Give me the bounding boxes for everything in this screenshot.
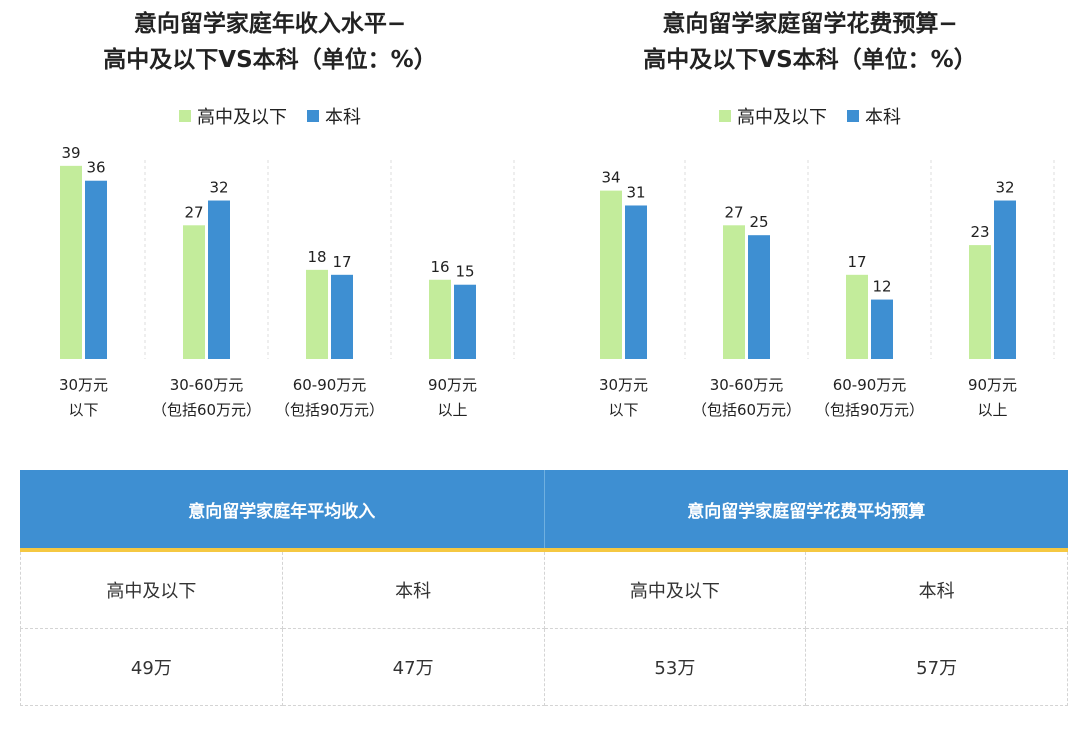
bar-series-a bbox=[429, 279, 451, 359]
legend-item-series-b: 本科 bbox=[847, 103, 901, 129]
legend-swatch-series-b bbox=[307, 110, 319, 122]
bar-series-a bbox=[60, 165, 82, 359]
x-tick-label: （包括90万元） bbox=[275, 401, 384, 419]
bar-series-a bbox=[306, 269, 328, 359]
x-tick-label: （包括60万元） bbox=[152, 401, 261, 419]
bar-series-b bbox=[748, 235, 770, 359]
data-label: 16 bbox=[430, 258, 449, 276]
table-cell: 高中及以下 bbox=[20, 552, 283, 629]
legend-item-series-a: 高中及以下 bbox=[179, 103, 287, 129]
legend-swatch-series-b bbox=[847, 110, 859, 122]
chart-title-line-1: 意向留学家庭留学花费预算− bbox=[662, 11, 958, 37]
chart-title: 意向留学家庭年收入水平− 高中及以下VS本科（单位：%） bbox=[0, 6, 540, 78]
bar-series-a bbox=[183, 225, 205, 359]
x-tick-label: 以上 bbox=[977, 401, 1007, 419]
legend-label-series-a: 高中及以下 bbox=[737, 107, 827, 128]
data-label: 32 bbox=[209, 179, 228, 197]
header-divider bbox=[20, 548, 1068, 552]
x-tick-label: 以上 bbox=[437, 401, 467, 419]
bar-series-b bbox=[208, 200, 230, 359]
x-tick-label: 以下 bbox=[68, 401, 98, 419]
x-tick-label: （包括60万元） bbox=[692, 401, 801, 419]
x-tick-label: 60-90万元 bbox=[833, 376, 907, 394]
legend-swatch-series-a bbox=[719, 110, 731, 122]
chart-title-line-1: 意向留学家庭年收入水平− bbox=[133, 11, 407, 37]
x-tick-label: 90万元 bbox=[968, 376, 1017, 394]
table-cell: 本科 bbox=[806, 552, 1068, 629]
legend-swatch-series-a bbox=[179, 110, 191, 122]
budget-chart-panel: 意向留学家庭留学花费预算− 高中及以下VS本科（单位：%） 高中及以下 本科 3… bbox=[540, 0, 1080, 440]
chart-title-line-2: 高中及以下VS本科（单位：%） bbox=[643, 47, 977, 73]
data-label: 17 bbox=[847, 253, 866, 271]
bar-series-b bbox=[85, 180, 107, 359]
data-label: 23 bbox=[970, 223, 989, 241]
x-tick-label: 以下 bbox=[608, 401, 638, 419]
bar-series-b bbox=[625, 205, 647, 359]
bar-series-b bbox=[871, 299, 893, 359]
data-label: 18 bbox=[307, 248, 326, 266]
data-label: 39 bbox=[61, 144, 80, 162]
data-label: 31 bbox=[626, 183, 645, 201]
chart-title-line-2: 高中及以下VS本科（单位：%） bbox=[103, 47, 437, 73]
summary-table: 意向留学家庭年平均收入 意向留学家庭留学花费平均预算 高中及以下 本科 高中及以… bbox=[20, 470, 1068, 706]
x-tick-label: 90万元 bbox=[428, 376, 477, 394]
data-label: 27 bbox=[724, 203, 743, 221]
data-label: 17 bbox=[332, 253, 351, 271]
table-row-values: 49万 47万 53万 57万 bbox=[20, 629, 1068, 706]
bar-series-a bbox=[969, 245, 991, 359]
table-row-labels: 高中及以下 本科 高中及以下 本科 bbox=[20, 552, 1068, 629]
data-label: 34 bbox=[601, 169, 620, 187]
bar-series-a bbox=[846, 274, 868, 359]
bar-series-b bbox=[454, 284, 476, 359]
table-cell: 49万 bbox=[20, 629, 283, 706]
table-cell: 47万 bbox=[282, 629, 545, 706]
income-chart-panel: 意向留学家庭年收入水平− 高中及以下VS本科（单位：%） 高中及以下 本科 39… bbox=[0, 0, 540, 440]
chart-title: 意向留学家庭留学花费预算− 高中及以下VS本科（单位：%） bbox=[540, 6, 1080, 78]
bar-series-a bbox=[600, 190, 622, 359]
data-label: 36 bbox=[86, 159, 105, 177]
table-cell: 高中及以下 bbox=[544, 552, 807, 629]
header-average-income: 意向留学家庭年平均收入 bbox=[20, 470, 544, 548]
x-tick-label: 30万元 bbox=[59, 376, 108, 394]
x-tick-label: 30-60万元 bbox=[710, 376, 784, 394]
legend-item-series-b: 本科 bbox=[307, 103, 361, 129]
summary-header: 意向留学家庭年平均收入 意向留学家庭留学花费平均预算 bbox=[20, 470, 1068, 548]
x-tick-label: （包括90万元） bbox=[815, 401, 924, 419]
data-label: 12 bbox=[872, 278, 891, 296]
legend-item-series-a: 高中及以下 bbox=[719, 103, 827, 129]
data-label: 32 bbox=[995, 179, 1014, 197]
table-cell: 53万 bbox=[544, 629, 807, 706]
data-label: 15 bbox=[455, 263, 474, 281]
bar-series-a bbox=[723, 225, 745, 359]
chart-legend: 高中及以下 本科 bbox=[540, 103, 1080, 129]
legend-label-series-a: 高中及以下 bbox=[197, 107, 287, 128]
x-tick-label: 60-90万元 bbox=[293, 376, 367, 394]
x-tick-label: 30万元 bbox=[599, 376, 648, 394]
bar-series-b bbox=[331, 274, 353, 359]
header-average-budget: 意向留学家庭留学花费平均预算 bbox=[543, 470, 1068, 548]
data-label: 25 bbox=[749, 213, 768, 231]
table-cell: 57万 bbox=[806, 629, 1068, 706]
x-tick-label: 30-60万元 bbox=[170, 376, 244, 394]
data-label: 27 bbox=[184, 203, 203, 221]
legend-label-series-b: 本科 bbox=[325, 107, 361, 128]
bar-series-b bbox=[994, 200, 1016, 359]
legend-label-series-b: 本科 bbox=[865, 107, 901, 128]
chart-legend: 高中及以下 本科 bbox=[0, 103, 540, 129]
table-cell: 本科 bbox=[282, 552, 545, 629]
